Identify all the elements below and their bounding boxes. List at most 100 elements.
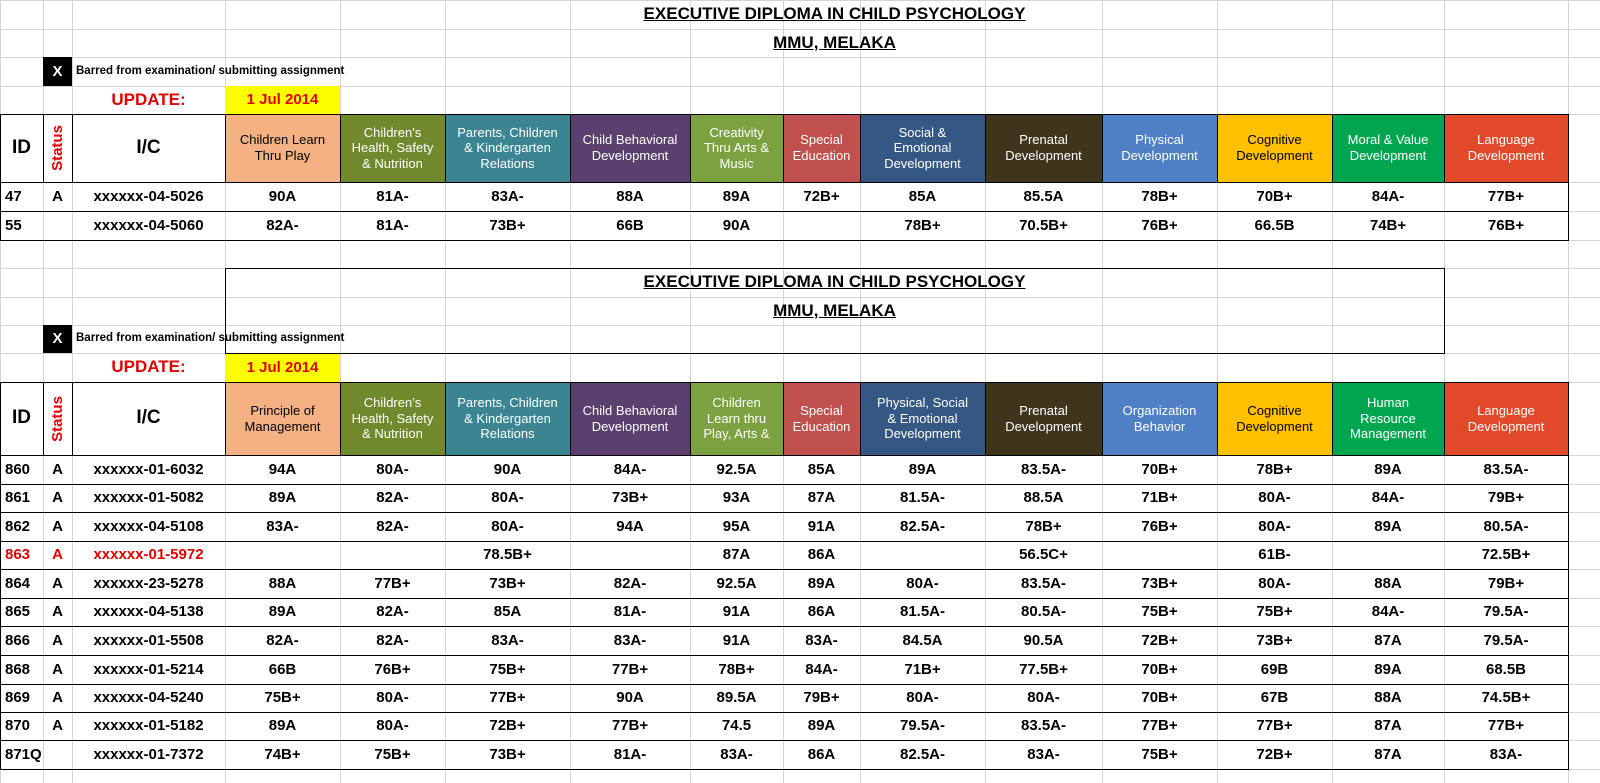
cell-border bbox=[0, 211, 1568, 212]
grade-cell: 85.5A bbox=[1023, 187, 1064, 205]
grade-cell: 72.5B+ bbox=[1481, 546, 1531, 563]
grade-cell: 83A- bbox=[720, 745, 753, 763]
cell-border bbox=[340, 114, 445, 115]
grade-cell: 89A bbox=[908, 460, 937, 478]
grade-cell: 81.5A- bbox=[899, 603, 946, 620]
grade-cell: 83A- bbox=[491, 631, 524, 649]
subject-header: Organization Behavior bbox=[1102, 382, 1217, 455]
grade-cell: 77.5B+ bbox=[1019, 660, 1068, 678]
student-status: A bbox=[52, 574, 63, 592]
grade-cell: 80A- bbox=[1258, 489, 1291, 506]
grade-cell: 75B+ bbox=[1256, 603, 1293, 620]
grade-cell: 83A- bbox=[491, 187, 524, 205]
update-date: 1 Jul 2014 bbox=[225, 86, 340, 114]
grade-cell: 91A bbox=[722, 603, 751, 620]
grade-cell: 73B+ bbox=[489, 216, 526, 234]
cell-border bbox=[1568, 114, 1569, 182]
grade-cell: 72B+ bbox=[1141, 631, 1178, 649]
grade-cell: 77B+ bbox=[374, 574, 411, 592]
grade-cell: 89.5A bbox=[716, 689, 757, 706]
cell-border bbox=[783, 114, 784, 182]
grade-cell: 77B+ bbox=[1487, 187, 1525, 205]
subject-header: Parents, Children & Kindergarten Relatio… bbox=[445, 382, 570, 455]
grade-cell: 78B+ bbox=[1256, 460, 1293, 478]
student-id: 863 bbox=[5, 546, 31, 563]
student-id: 55 bbox=[5, 216, 22, 234]
grade-cell: 91A bbox=[722, 631, 751, 649]
student-id: 869 bbox=[5, 689, 31, 706]
cell-border bbox=[72, 382, 73, 455]
cell-border bbox=[985, 382, 986, 455]
status-header: Status bbox=[43, 114, 72, 182]
cell-border bbox=[0, 769, 1569, 770]
student-id: 47 bbox=[5, 187, 22, 205]
grade-cell: 83.5A- bbox=[1020, 460, 1067, 478]
subject-header: Moral & Value Development bbox=[1332, 114, 1444, 182]
section-title: EXECUTIVE DIPLOMA IN CHILD PSYCHOLOGY bbox=[643, 272, 1026, 292]
grade-cell: 90A bbox=[493, 460, 522, 478]
cell-border bbox=[1568, 712, 1569, 740]
grade-cell: 83A- bbox=[805, 631, 838, 649]
grade-cell: 73B+ bbox=[489, 745, 526, 763]
cell-border bbox=[43, 382, 72, 383]
student-status: A bbox=[52, 603, 63, 620]
student-status: A bbox=[52, 689, 63, 706]
grade-cell: 80A- bbox=[376, 460, 409, 478]
subject-header: Parents, Children & Kindergarten Relatio… bbox=[445, 114, 570, 182]
status-header: Status bbox=[43, 382, 72, 455]
grade-cell: 72B+ bbox=[803, 187, 840, 205]
grade-cell: 79B+ bbox=[1487, 574, 1525, 592]
grade-cell: 94A bbox=[616, 517, 644, 535]
grade-cell: 84A- bbox=[1371, 187, 1405, 205]
grade-cell bbox=[570, 541, 690, 569]
grade-cell: 89A bbox=[722, 187, 751, 205]
cell-border bbox=[1568, 541, 1569, 569]
cell-border bbox=[985, 114, 1102, 115]
grade-cell: 83.5A- bbox=[1020, 574, 1067, 592]
grade-cell: 81.5A- bbox=[899, 489, 946, 506]
grade-cell: 89A bbox=[807, 717, 836, 734]
grade-cell: 82A- bbox=[613, 574, 647, 592]
grade-cell: 66B bbox=[616, 216, 644, 234]
cell-border bbox=[1102, 114, 1217, 115]
grade-cell: 78.5B+ bbox=[483, 546, 532, 563]
grade-cell: 87A bbox=[807, 489, 836, 506]
cell-border bbox=[0, 512, 1568, 513]
cell-border bbox=[0, 626, 1568, 627]
grade-cell bbox=[860, 541, 985, 569]
student-id: 861 bbox=[5, 489, 31, 506]
cell-border bbox=[0, 182, 1568, 183]
grade-cell: 70.5B+ bbox=[1019, 216, 1068, 234]
grade-cell: 86A bbox=[807, 745, 836, 763]
cell-border bbox=[43, 382, 44, 455]
grade-cell: 73B+ bbox=[1141, 574, 1178, 592]
cell-border bbox=[1568, 512, 1569, 541]
grade-cell: 75B+ bbox=[489, 660, 526, 678]
subject-header: Prenatal Development bbox=[985, 382, 1102, 455]
student-ic: xxxxxx-04-5240 bbox=[93, 689, 204, 706]
cell-border bbox=[1102, 382, 1103, 455]
section-subtitle: MMU, MELAKA bbox=[773, 300, 896, 320]
cell-border bbox=[0, 684, 1568, 685]
grade-cell: 75B+ bbox=[1141, 603, 1178, 620]
gridline-horizontal bbox=[0, 29, 1600, 30]
student-status: A bbox=[52, 660, 63, 678]
grade-cell: 84.5A bbox=[902, 631, 943, 649]
cell-border bbox=[0, 484, 1568, 485]
grade-cell: 81A- bbox=[376, 216, 409, 234]
cell-border bbox=[1568, 684, 1569, 712]
cell-border bbox=[0, 712, 1, 740]
cell-border bbox=[1217, 114, 1332, 115]
cell-border bbox=[1444, 114, 1445, 182]
subject-header: Children Learn thru Play, Arts & bbox=[690, 382, 783, 455]
cell-border bbox=[1217, 382, 1332, 383]
cell-border bbox=[860, 382, 985, 383]
grade-cell: 90A bbox=[616, 689, 644, 706]
grade-cell: 92.5A bbox=[716, 574, 757, 592]
update-label: UPDATE: bbox=[111, 357, 186, 377]
student-status bbox=[43, 740, 72, 769]
id-header: ID bbox=[12, 407, 31, 429]
grade-cell: 77B+ bbox=[1256, 717, 1293, 734]
cell-border bbox=[1568, 626, 1569, 655]
